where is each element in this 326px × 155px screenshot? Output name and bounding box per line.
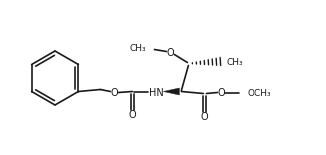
Polygon shape [163,88,179,95]
Text: O: O [200,113,208,122]
Text: O: O [128,111,136,120]
Text: CH₃: CH₃ [226,58,243,67]
Text: CH₃: CH₃ [130,44,146,53]
Text: O: O [217,89,225,98]
Text: O: O [111,89,118,98]
Text: O: O [167,47,174,58]
Text: HN: HN [149,88,164,97]
Text: OCH₃: OCH₃ [247,89,271,98]
